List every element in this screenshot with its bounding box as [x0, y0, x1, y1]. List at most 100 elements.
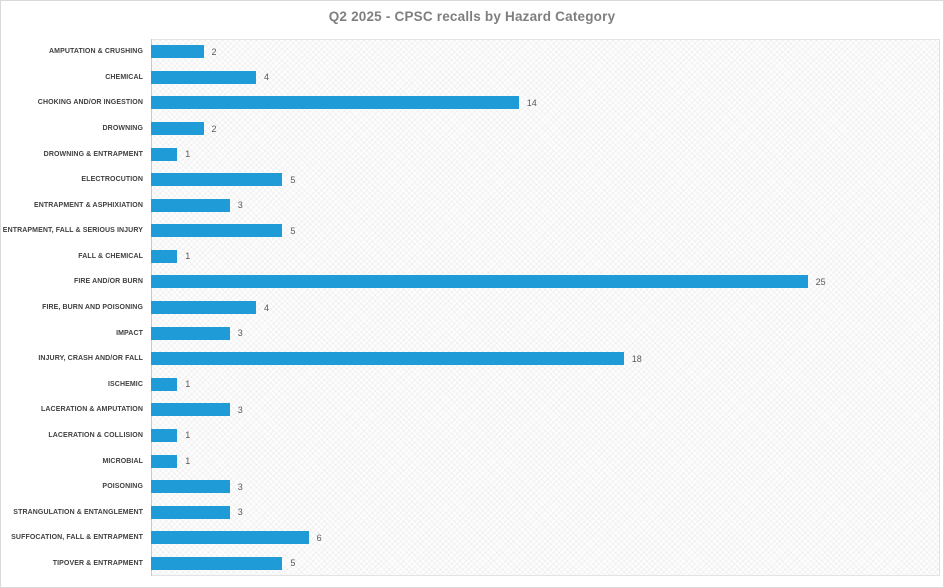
category-label: ELECTROCUTION [81, 176, 143, 184]
value-label: 25 [815, 276, 826, 287]
value-label: 3 [237, 507, 243, 518]
category-label: DROWNING [102, 125, 143, 133]
bar-row: TIPOVER & ENTRAPMENT 5 [1, 551, 942, 577]
bar-track: 18 [151, 346, 942, 372]
category-label: LACERATION & AMPUTATION [41, 406, 143, 414]
category-label: MICROBIAL [102, 457, 143, 465]
bar [151, 45, 204, 59]
bar-row: LACERATION & AMPUTATION 3 [1, 397, 942, 423]
category-label: DROWNING & ENTRAPMENT [43, 150, 143, 158]
bar-row: CHEMICAL 4 [1, 65, 942, 91]
value-label: 5 [290, 558, 296, 569]
bar-track: 5 [151, 218, 942, 244]
bar [151, 275, 808, 289]
value-label: 3 [237, 328, 243, 339]
bar-row: DROWNING 2 [1, 116, 942, 142]
category-label: IMPACT [116, 329, 143, 337]
bar-row: ENTRAPMENT, FALL & SERIOUS INJURY 5 [1, 218, 942, 244]
value-label: 1 [185, 379, 191, 390]
value-label: 14 [526, 97, 537, 108]
value-label: 1 [185, 251, 191, 262]
bar [151, 249, 178, 263]
bar-track: 4 [151, 295, 942, 321]
bar [151, 173, 283, 187]
value-label: 4 [264, 302, 270, 313]
value-label: 2 [211, 123, 217, 134]
bar-row: INJURY, CRASH AND/OR FALL 18 [1, 346, 942, 372]
bar-row: IMPACT 3 [1, 320, 942, 346]
category-label: FIRE, BURN AND POISONING [42, 304, 143, 312]
bar-track: 2 [151, 39, 942, 65]
bar-row: DROWNING & ENTRAPMENT 1 [1, 141, 942, 167]
value-label: 5 [290, 174, 296, 185]
bar [151, 505, 230, 519]
bar-track: 5 [151, 167, 942, 193]
bar [151, 96, 519, 110]
bar-row: AMPUTATION & CRUSHING 2 [1, 39, 942, 65]
bar-row: SUFFOCATION, FALL & ENTRAPMENT 6 [1, 525, 942, 551]
bar-row: ISCHEMIC 1 [1, 372, 942, 398]
bar [151, 326, 230, 340]
bar-track: 1 [151, 244, 942, 270]
value-label: 5 [290, 225, 296, 236]
category-label: FALL & CHEMICAL [78, 252, 143, 260]
bar-track: 3 [151, 192, 942, 218]
bar-track: 1 [151, 423, 942, 449]
category-label: POISONING [102, 483, 143, 491]
bar-track: 2 [151, 116, 942, 142]
value-label: 3 [237, 481, 243, 492]
value-label: 3 [237, 404, 243, 415]
category-label: TIPOVER & ENTRAPMENT [52, 559, 143, 567]
value-label: 1 [185, 430, 191, 441]
bar-track: 6 [151, 525, 942, 551]
bar [151, 198, 230, 212]
bar-track: 3 [151, 320, 942, 346]
bar-row: STRANGULATION & ENTANGLEMENT 3 [1, 499, 942, 525]
bar-row: LACERATION & COLLISION 1 [1, 423, 942, 449]
bar-row: ELECTROCUTION 5 [1, 167, 942, 193]
bar-track: 5 [151, 551, 942, 577]
bar-row: POISONING 3 [1, 474, 942, 500]
bar-track: 25 [151, 269, 942, 295]
value-label: 4 [264, 72, 270, 83]
bar-row: FIRE AND/OR BURN 25 [1, 269, 942, 295]
value-label: 1 [185, 149, 191, 160]
value-label: 3 [237, 200, 243, 211]
bar [151, 480, 230, 494]
category-label: AMPUTATION & CRUSHING [48, 48, 143, 56]
category-label: INJURY, CRASH AND/OR FALL [38, 355, 143, 363]
bar-row: FIRE, BURN AND POISONING 4 [1, 295, 942, 321]
bar-track: 3 [151, 499, 942, 525]
bar [151, 224, 283, 238]
bar-track: 3 [151, 397, 942, 423]
category-label: ENTRAPMENT, FALL & SERIOUS INJURY [2, 227, 143, 235]
bar [151, 531, 309, 545]
category-label: SUFFOCATION, FALL & ENTRAPMENT [11, 534, 143, 542]
category-label: ISCHEMIC [107, 380, 143, 388]
category-label: STRANGULATION & ENTANGLEMENT [13, 508, 143, 516]
bar [151, 454, 178, 468]
category-label: LACERATION & COLLISION [48, 431, 143, 439]
bar [151, 428, 178, 442]
bar-row: ENTRAPMENT & ASPHIXIATION 3 [1, 192, 942, 218]
bar [151, 377, 178, 391]
category-label: ENTRAPMENT & ASPHIXIATION [33, 201, 143, 209]
bar [151, 556, 283, 570]
bar-track: 14 [151, 90, 942, 116]
bar-track: 1 [151, 372, 942, 398]
bar [151, 70, 257, 84]
bar [151, 147, 178, 161]
bar-row: FALL & CHEMICAL 1 [1, 244, 942, 270]
bar-track: 4 [151, 65, 942, 91]
value-label: 1 [185, 456, 191, 467]
value-label: 6 [316, 532, 322, 543]
bar [151, 301, 257, 315]
bar-row: MICROBIAL 1 [1, 448, 942, 474]
value-label: 2 [211, 46, 217, 57]
bar-track: 1 [151, 141, 942, 167]
plot-area: AMPUTATION & CRUSHING 2 CHEMICAL 4 CHOKING A… [1, 39, 942, 576]
chart-title: Q2 2025 - CPSC recalls by Hazard Categor… [328, 9, 616, 24]
category-label: CHEMICAL [105, 73, 143, 81]
bar-row: CHOKING AND/OR INGESTION 14 [1, 90, 942, 116]
